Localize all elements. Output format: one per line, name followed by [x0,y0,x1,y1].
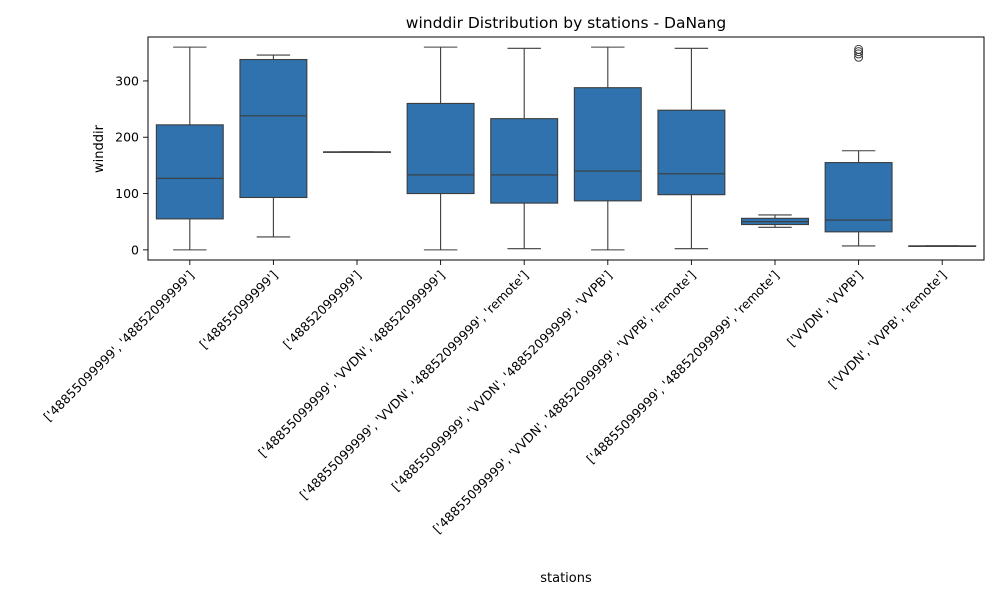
y-tick-label: 100 [115,186,139,201]
y-tick-label: 300 [115,73,139,88]
box [490,118,559,204]
x-tick-label: ['48855099999', '48852099999'] [40,268,197,425]
x-tick-label: ['VVDN', 'VVPB'] [784,268,866,350]
box-group [573,46,642,251]
box [824,162,893,233]
chart-title: winddir Distribution by stations - DaNan… [406,14,726,32]
box-group [239,54,308,238]
x-tick-label: ['48852099999'] [280,268,364,352]
box [406,102,475,195]
y-tick-label: 0 [131,242,139,257]
outlier-point [854,47,864,57]
y-tick-label: 200 [115,130,139,145]
box [239,58,308,199]
box-group [657,47,726,250]
box [657,109,726,196]
box-group [490,47,559,250]
x-axis-label: stations [540,571,592,586]
box-group [741,214,809,228]
box [573,87,642,202]
box [155,124,224,220]
plot-area: ['48855099999', '48852099999'] ['48855099… [40,36,985,536]
y-axis-label: winddir [92,124,107,173]
box-group [824,44,893,247]
box-group [406,46,475,251]
outlier-point [854,44,864,54]
x-tick-label: ['48855099999', 'VVDN', '48852099999'] [255,268,448,461]
x-tick-label: ['48855099999'] [196,268,280,352]
box-group [908,245,977,247]
plot-frame [147,36,985,261]
x-tick-label: ['48855099999', '48852099999', 'remote'] [583,268,782,467]
box-group [323,151,391,153]
box-group [155,46,224,251]
outlier-point [854,49,864,59]
